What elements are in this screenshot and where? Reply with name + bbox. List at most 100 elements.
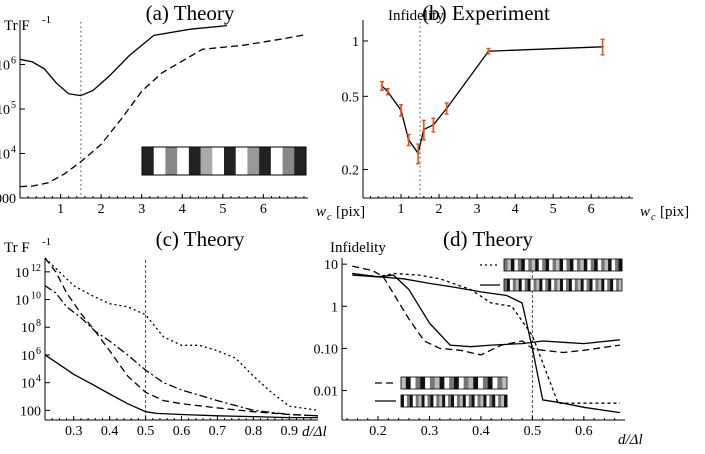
strip-cell: [434, 377, 440, 389]
panel-title: (b) Experiment: [422, 1, 550, 25]
y-axis-label: Infidelity: [388, 8, 444, 24]
strip-cell: [480, 395, 484, 407]
pattern-cell: [153, 147, 166, 175]
strip-cell: [439, 395, 443, 407]
strip-cell: [613, 279, 617, 291]
strip-cell: [583, 259, 588, 271]
strip-cell: [583, 279, 587, 291]
y-axis-label: Tr F: [4, 18, 30, 34]
y-tick-label: 0.2: [342, 164, 360, 179]
y-axis-label: Infidelity: [330, 240, 386, 256]
strip-cell: [542, 259, 546, 271]
strip-cell: [429, 377, 436, 389]
x-tick-label: 6: [588, 202, 595, 217]
strip-cell: [492, 395, 496, 407]
strip-cell: [430, 395, 434, 407]
strip-cell: [598, 279, 602, 291]
strip-cell: [521, 279, 525, 291]
x-axis-label-sub: c: [327, 212, 332, 223]
strip-cell: [468, 395, 472, 407]
strip-cell: [420, 377, 426, 389]
x-axis-label: w: [316, 204, 326, 220]
strip-cell: [421, 395, 425, 407]
y-tick-exponent: 10: [31, 291, 41, 302]
strip-cell: [456, 395, 461, 407]
data-point: [380, 84, 384, 88]
strip-cell: [586, 279, 590, 291]
strip-cell: [554, 279, 558, 291]
strip-cell: [444, 377, 450, 389]
legend-strip-top-2: [503, 278, 623, 292]
strip-cell: [524, 259, 529, 271]
panel-title: (c) Theory: [156, 227, 245, 251]
y-axis-label: Tr F: [4, 240, 30, 256]
pattern-cell: [282, 147, 295, 175]
strip-cell: [474, 395, 478, 407]
strip-cell: [616, 279, 620, 291]
y-tick-label: 10: [15, 294, 29, 309]
strip-cell: [483, 395, 487, 407]
x-tick-label: 0.7: [209, 424, 227, 439]
strip-cell: [618, 259, 623, 271]
strip-cell: [406, 395, 411, 407]
strip-cell: [439, 377, 445, 389]
strip-cell: [509, 279, 514, 291]
strip-cell: [501, 395, 505, 407]
strip-cell: [548, 279, 552, 291]
y-tick-label: 0.5: [342, 90, 360, 105]
x-tick-label: 0.8: [245, 424, 263, 439]
strip-cell: [403, 395, 408, 407]
data-point: [386, 90, 390, 93]
strip-cell: [608, 259, 612, 271]
y-tick-label: 1: [352, 35, 359, 50]
y-tick-label: 10: [21, 321, 35, 336]
strip-cell: [557, 279, 561, 291]
strip-cell: [619, 279, 623, 291]
pattern-cell: [212, 147, 225, 175]
x-tick-label: 3: [138, 202, 145, 217]
strip-cell: [536, 279, 540, 291]
y-axis-label-exponent: -1: [42, 14, 51, 26]
strip-cell: [451, 395, 455, 407]
strip-cell: [515, 279, 520, 291]
strip-cell: [495, 395, 499, 407]
strip-cell: [551, 279, 555, 291]
strip-cell: [486, 395, 490, 407]
x-tick-label: 0.3: [421, 424, 439, 439]
y-tick-exponent: 8: [36, 318, 41, 329]
strip-cell: [454, 377, 460, 389]
strip-cell: [504, 279, 508, 291]
x-tick-label: 1: [398, 202, 405, 217]
strip-cell: [590, 259, 595, 271]
y-tick-label: 10: [21, 377, 35, 392]
x-axis-label-sub: c: [651, 212, 656, 223]
y-tick-label: 100: [20, 404, 41, 419]
strip-cell: [410, 377, 416, 389]
strip-cell: [442, 395, 446, 407]
pattern-cell: [200, 147, 213, 175]
strip-cell: [556, 259, 560, 271]
pattern-cell: [142, 147, 155, 175]
x-tick-label: 5: [550, 202, 557, 217]
data-point: [601, 45, 604, 49]
x-tick-label: 0.9: [281, 424, 299, 439]
strip-cell: [517, 259, 522, 271]
strip-cell: [477, 395, 481, 407]
strip-cell: [510, 259, 515, 271]
strip-cell: [473, 377, 479, 389]
y-tick-exponent: 6: [36, 346, 41, 357]
x-tick-label: 4: [512, 202, 519, 217]
pattern-cell: [224, 147, 237, 175]
strip-cell: [573, 259, 578, 271]
strip-cell: [563, 279, 567, 291]
y-axis-label-exponent: -1: [42, 236, 51, 248]
strip-cell: [560, 279, 564, 291]
strip-cell: [601, 279, 605, 291]
strip-cell: [568, 279, 573, 291]
strip-cell: [412, 395, 417, 407]
y-tick-label: 1: [331, 300, 338, 315]
strip-cell: [401, 395, 405, 407]
y-tick-label: 1000: [0, 192, 16, 207]
y-tick-label: 0.10: [314, 342, 339, 357]
